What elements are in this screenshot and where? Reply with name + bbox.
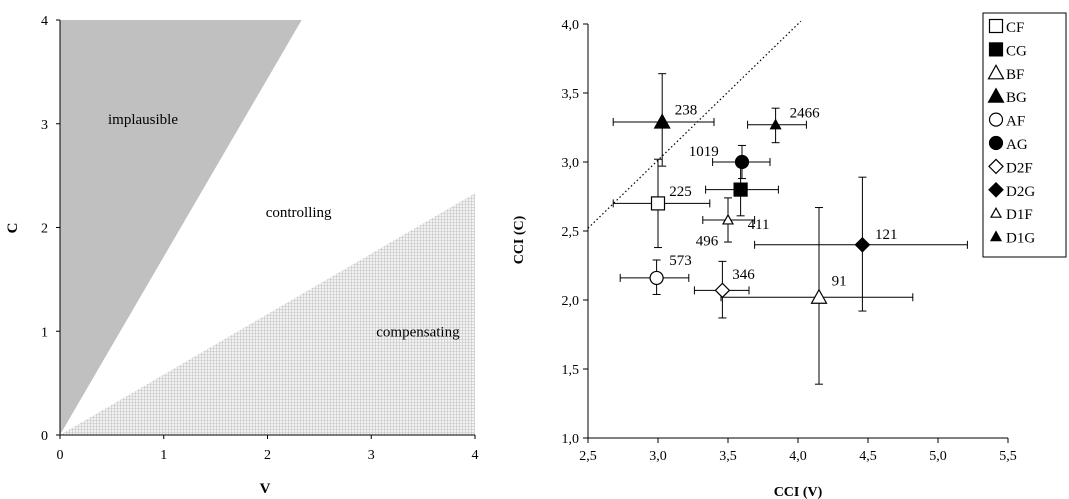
x-tick-label: 5,0 xyxy=(929,449,947,464)
x-tick-label: 4 xyxy=(472,448,479,463)
legend-label-AF: AF xyxy=(1006,114,1025,130)
y-tick-label: 4 xyxy=(41,14,48,29)
y-tick-label: 2 xyxy=(41,222,48,237)
y-tick-label: 3 xyxy=(41,118,48,133)
region-chart-xlabel: V xyxy=(260,481,271,497)
legend-marker-CG xyxy=(990,43,1003,56)
region-label-controlling: controlling xyxy=(266,205,332,221)
legend-label-D1G: D1G xyxy=(1006,231,1035,247)
data-label-D2F: 346 xyxy=(732,267,755,283)
region-label-compensating: compensating xyxy=(376,324,460,340)
y-tick-label: 0 xyxy=(41,429,48,444)
point-D2F xyxy=(715,283,729,297)
x-tick-label: 2 xyxy=(264,448,271,463)
region-areas xyxy=(60,20,475,435)
point-D2G xyxy=(855,238,869,252)
data-label-CG: 411 xyxy=(748,217,770,233)
legend-label-D2F: D2F xyxy=(1006,160,1033,176)
x-tick-label: 4,0 xyxy=(789,449,807,464)
data-label-BF: 91 xyxy=(832,274,847,290)
cci-chart-xlabel: CCI (V) xyxy=(774,485,823,499)
point-CF xyxy=(652,197,665,210)
cci-chart-ylabel: CCI (C) xyxy=(512,215,527,264)
x-tick-label: 3,5 xyxy=(719,449,737,464)
point-BF xyxy=(812,290,827,304)
y-tick-label: 3,5 xyxy=(562,87,580,102)
legend-marker-AF xyxy=(990,113,1003,126)
x-tick-label: 0 xyxy=(57,448,64,463)
data-labels: 225 411 91 238 573 1019 346 121 496 2466 xyxy=(669,103,897,290)
chart-legend: CF CG BF BG AF AG D2F D2G D1F D1G xyxy=(983,13,1066,257)
legend-label-D1F: D1F xyxy=(1006,207,1033,223)
point-AF xyxy=(650,271,663,284)
cci-scatter-chart: 2,5 3,0 3,5 4,0 4,5 5,0 5,5 1,0 1,5 2,0 2,5 3,0 3,5 4… xyxy=(512,13,1066,499)
y-tick-label: 4,0 xyxy=(562,18,580,33)
x-tick-label: 5,5 xyxy=(999,449,1017,464)
y-tick-label: 1,0 xyxy=(562,432,580,447)
legend-marker-AG xyxy=(990,137,1003,150)
data-label-D1F: 496 xyxy=(696,234,719,250)
point-CG xyxy=(734,183,747,196)
x-tick-label: 3,0 xyxy=(649,449,667,464)
legend-label-D2G: D2G xyxy=(1006,184,1035,200)
x-tick-label: 1 xyxy=(160,448,167,463)
data-label-AG: 1019 xyxy=(689,144,719,160)
point-AG xyxy=(736,156,749,169)
y-tick-label: 1,5 xyxy=(562,363,580,378)
data-label-D2G: 121 xyxy=(875,227,898,243)
data-label-D1G: 2466 xyxy=(790,105,821,121)
legend-label-BG: BG xyxy=(1006,90,1027,106)
x-tick-label: 2,5 xyxy=(579,449,597,464)
region-chart-ylabel: C xyxy=(5,223,21,234)
region-chart: implausible controlling compensating 0 1 2 3 4… xyxy=(5,14,479,497)
legend-label-CG: CG xyxy=(1006,43,1027,59)
x-tick-label: 3 xyxy=(368,448,375,463)
y-tick-label: 2,0 xyxy=(562,294,580,309)
legend-item-D2G: D2G xyxy=(989,183,1035,200)
region-label-implausible: implausible xyxy=(108,112,178,128)
y-tick-label: 2,5 xyxy=(562,225,580,240)
data-label-BG: 238 xyxy=(675,103,698,119)
y-tick-label: 1 xyxy=(41,325,48,340)
point-BG xyxy=(655,114,670,128)
x-tick-label: 4,5 xyxy=(859,449,877,464)
legend-label-AG: AG xyxy=(1006,137,1028,153)
legend-label-CF: CF xyxy=(1006,20,1024,36)
legend-label-BF: BF xyxy=(1006,67,1024,83)
cci-chart-axes: 2,5 3,0 3,5 4,0 4,5 5,0 5,5 1,0 1,5 2,0 2,5 3,0 3,5 4… xyxy=(562,18,1017,464)
data-label-CF: 225 xyxy=(669,184,692,200)
data-label-AF: 573 xyxy=(669,253,692,269)
y-tick-label: 3,0 xyxy=(562,156,580,171)
legend-marker-CF xyxy=(990,20,1003,33)
